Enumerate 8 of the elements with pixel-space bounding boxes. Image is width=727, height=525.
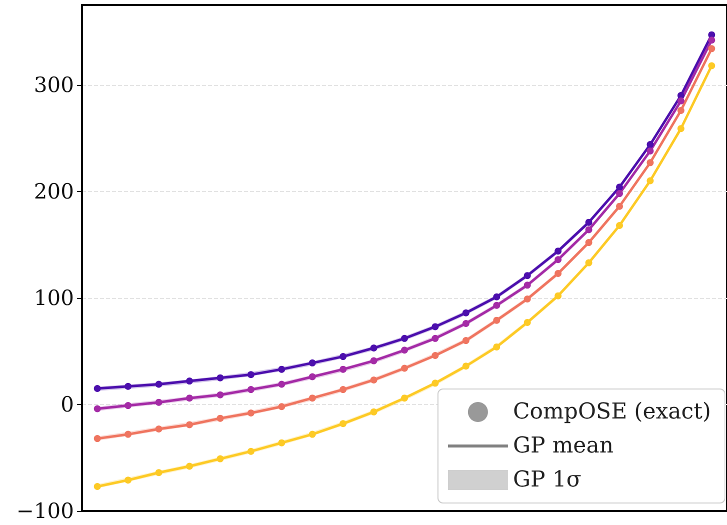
legend-label: CompOSE (exact) xyxy=(512,400,712,424)
y-tick-label: 300 xyxy=(34,72,74,97)
y-tick-label: 100 xyxy=(34,286,74,310)
legend-label: GP mean xyxy=(512,434,614,458)
legend-label: GP 1σ xyxy=(512,468,582,492)
y-tick-label: −100 xyxy=(16,499,74,523)
y-tick-label: 200 xyxy=(34,179,74,204)
y-tick-label: 0 xyxy=(60,392,74,416)
